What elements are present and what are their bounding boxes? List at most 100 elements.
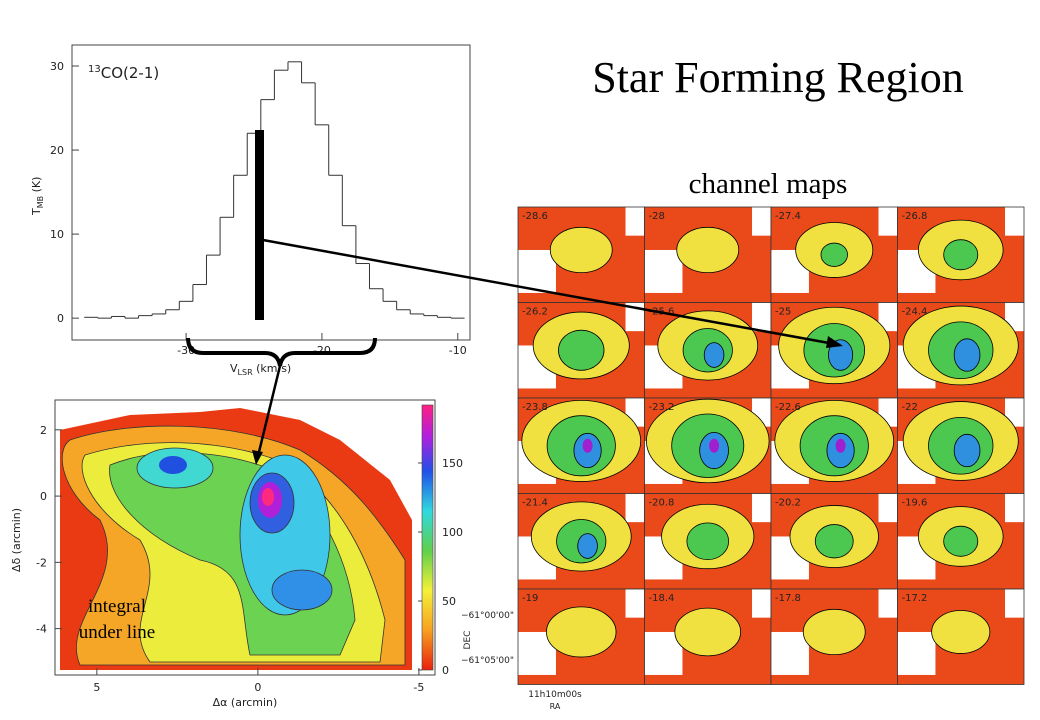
map-frame: [54, 399, 436, 676]
text-part: T: [30, 208, 43, 216]
panel-blank: [878, 589, 898, 618]
emission: [686, 522, 730, 561]
channel-label: -20.8: [649, 498, 675, 509]
x-tick-label: 5: [93, 681, 100, 694]
channel-panel: -17.2: [897, 588, 1025, 685]
map-region: [262, 488, 274, 506]
channel-panel: -28: [644, 206, 772, 303]
emission: [820, 242, 848, 267]
channel-bar: [255, 130, 264, 320]
panel-blank: [518, 249, 556, 293]
emission: [546, 606, 617, 658]
channel-label: -22.6: [775, 402, 801, 413]
channel-maps: -28.6 -28 -27.4 -26.8 -26.2 -25.6-25 -24.4 -23.…: [461, 206, 1025, 711]
channel-panel: -27.4: [770, 206, 898, 303]
line-annotation: 13CO(2-1): [88, 64, 159, 82]
channel-label: -17.2: [902, 593, 928, 604]
y-tick-label: 20: [50, 144, 64, 157]
channel-panel: -17.8: [770, 588, 898, 685]
panel-blank: [1005, 493, 1024, 523]
panel-blank: [1005, 207, 1024, 236]
emission: [582, 438, 593, 453]
channel-panel: -19: [517, 588, 645, 685]
panel-blank: [878, 302, 898, 332]
y-tick-label: 30: [50, 60, 64, 73]
text-part: (K): [30, 177, 43, 196]
emission: [953, 433, 981, 468]
channel-label: -19.6: [902, 498, 928, 509]
velocity-brace: [186, 337, 377, 367]
colorbar-tick-label: 100: [442, 526, 463, 539]
channel-panel: -21.4: [517, 493, 645, 590]
channel-label: -28: [649, 211, 665, 222]
channel-label: -23.8: [522, 402, 548, 413]
channel-label: -19: [522, 593, 538, 604]
x-tick-label: 0: [254, 681, 261, 694]
channel-panel: -20.8: [644, 493, 772, 590]
ra-tick-label: 11h10m00s: [528, 690, 582, 700]
arrow-head: [252, 450, 263, 465]
channel-label: -24.4: [902, 307, 928, 318]
channel-label: -26.2: [522, 307, 548, 318]
panel-blank: [1005, 398, 1024, 427]
panel-blank: [752, 493, 771, 523]
ra-label: RA: [550, 702, 561, 711]
y-tick-label: -4: [36, 623, 47, 636]
panel-blank: [878, 207, 898, 236]
channel-panel: -26.2: [517, 302, 645, 399]
channel-label: -21.4: [522, 498, 548, 509]
colorbar-tick-label: 0: [442, 664, 449, 677]
text-part: 13: [88, 64, 101, 75]
map-region: [271, 569, 333, 611]
integrated-map: 5 0 -520-2-4Δα (arcmin)Δδ (arcmin)05010015…: [10, 399, 463, 709]
channel-panel: -23.2: [644, 397, 772, 494]
map-region: [159, 456, 187, 474]
dec-tick-label: −61°00'00": [461, 611, 514, 621]
panel-blank: [878, 493, 898, 523]
x-axis-label: Δα (arcmin): [213, 696, 278, 709]
emission: [703, 342, 725, 368]
emission: [814, 524, 854, 559]
arrow-line: [262, 238, 841, 347]
channel-panel: -24.4: [897, 302, 1025, 399]
panel-blank: [752, 207, 771, 236]
y-tick-label: 10: [50, 228, 64, 241]
channel-panel: -22.6: [770, 397, 898, 494]
panel-blank: [1005, 589, 1024, 618]
channel-label: -17.8: [775, 593, 801, 604]
emission: [549, 226, 613, 274]
text-part: V: [230, 362, 238, 375]
text-part: CO(2-1): [101, 64, 159, 82]
dec-tick-label: −61°05'00": [461, 656, 514, 666]
panel-blank: [625, 589, 645, 618]
panel-blank: [625, 493, 645, 523]
emission: [676, 226, 740, 274]
panel-blank: [1005, 302, 1024, 332]
channel-panel: -26.8: [897, 206, 1025, 303]
y-axis-label: Δδ (arcmin): [10, 508, 23, 572]
channel-panel: -19.6: [897, 493, 1025, 590]
channel-panel: -23.8: [517, 397, 645, 494]
y-tick-label: -2: [36, 556, 47, 569]
emission: [953, 338, 981, 372]
channel-label: -28.6: [522, 211, 548, 222]
x-tick-label: -5: [413, 681, 424, 694]
slide-title: Star Forming Region: [592, 53, 964, 102]
y-axis-label: TMB (K): [30, 177, 45, 216]
emission: [674, 607, 742, 657]
emission: [943, 525, 979, 557]
channel-label: -27.4: [775, 211, 801, 222]
text-part: LSR: [238, 368, 254, 377]
channel-maps-title: channel maps: [689, 168, 848, 200]
panel-blank: [897, 631, 936, 675]
channel-panel: -25.6: [644, 302, 772, 399]
y-tick-label: 0: [40, 490, 47, 503]
text-part: (km/s): [253, 362, 292, 375]
channel-panel: -25: [770, 302, 898, 399]
arrow-head: [826, 336, 843, 348]
emission: [802, 608, 866, 656]
emission: [835, 438, 846, 453]
x-tick-label: -10: [449, 344, 467, 357]
